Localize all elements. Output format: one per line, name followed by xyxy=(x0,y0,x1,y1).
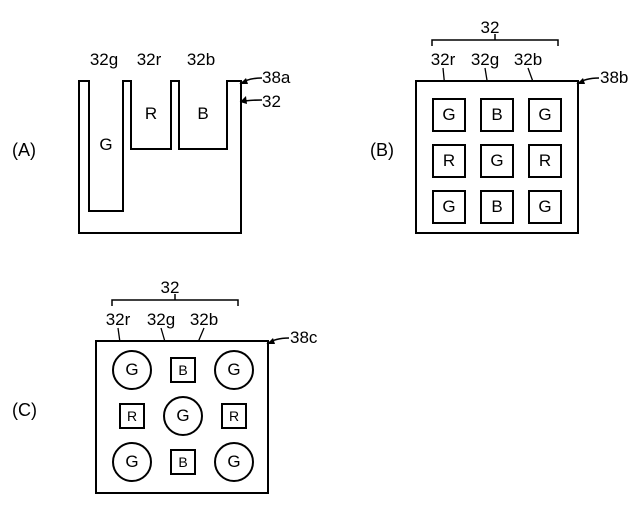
pb-cell-02-t: G xyxy=(538,105,551,125)
panel-c-label: (C) xyxy=(12,400,37,421)
pb-cell-20: G xyxy=(432,190,466,224)
pb-cell-11-t: G xyxy=(490,151,503,171)
pb-cell-22-t: G xyxy=(538,197,551,217)
pb-cell-11: G xyxy=(480,144,514,178)
pb-cell-00: G xyxy=(432,98,466,132)
pc-cell-12: R xyxy=(221,403,247,429)
pc-cell-21: B xyxy=(170,449,196,475)
panel-b-label: (B) xyxy=(370,140,394,161)
pc-cell-11: G xyxy=(163,396,203,436)
pc-cell-10-t: R xyxy=(127,408,137,424)
pb-label-38b: 38b xyxy=(600,68,628,88)
pa-label-38a: 38a xyxy=(262,68,290,88)
pc-cell-22: G xyxy=(214,442,254,482)
pb-callout-b: 32b xyxy=(510,50,546,70)
pa-sub-r-text: R xyxy=(145,104,157,124)
pb-cell-01-t: B xyxy=(491,105,502,125)
pc-callout-b: 32b xyxy=(186,310,222,330)
pb-cell-20-t: G xyxy=(442,197,455,217)
pb-cell-22: G xyxy=(528,190,562,224)
pa-label-32: 32 xyxy=(262,92,281,112)
pc-cell-21-t: B xyxy=(178,454,187,470)
panel-a-label: (A) xyxy=(12,140,36,161)
pa-sub-b: B xyxy=(178,80,228,150)
pb-callout-r: 32r xyxy=(425,50,461,70)
pa-callout-b: 32b xyxy=(178,50,224,70)
pc-cell-02: G xyxy=(214,350,254,390)
pa-sub-b-text: B xyxy=(197,104,208,124)
pc-cell-01: B xyxy=(170,357,196,383)
pc-cell-01-t: B xyxy=(178,362,187,378)
pb-cell-01: B xyxy=(480,98,514,132)
pb-cell-10-t: R xyxy=(443,151,455,171)
pc-label-38c: 38c xyxy=(290,328,317,348)
pa-sub-r: R xyxy=(130,80,172,150)
pc-ref-32: 32 xyxy=(155,278,185,298)
pc-callout-g: 32g xyxy=(143,310,179,330)
pc-cell-11-t: G xyxy=(176,406,189,426)
pc-callout-r: 32r xyxy=(100,310,136,330)
pc-cell-00: G xyxy=(112,350,152,390)
pc-cell-10: R xyxy=(119,403,145,429)
pb-cell-21: B xyxy=(480,190,514,224)
pa-sub-g: G xyxy=(88,80,124,212)
pc-cell-20-t: G xyxy=(125,452,138,472)
pc-cell-00-t: G xyxy=(125,360,138,380)
pb-cell-02: G xyxy=(528,98,562,132)
pb-callout-g: 32g xyxy=(467,50,503,70)
pc-cell-22-t: G xyxy=(227,452,240,472)
pa-callout-r: 32r xyxy=(130,50,168,70)
pc-cell-20: G xyxy=(112,442,152,482)
pb-cell-12-t: R xyxy=(539,151,551,171)
pc-cell-02-t: G xyxy=(227,360,240,380)
pb-ref-32: 32 xyxy=(475,18,505,38)
pb-cell-12: R xyxy=(528,144,562,178)
pb-cell-00-t: G xyxy=(442,105,455,125)
pa-sub-g-text: G xyxy=(99,135,112,155)
pb-cell-10: R xyxy=(432,144,466,178)
pa-callout-g: 32g xyxy=(88,50,120,70)
pb-cell-21-t: B xyxy=(491,197,502,217)
pc-cell-12-t: R xyxy=(229,408,239,424)
